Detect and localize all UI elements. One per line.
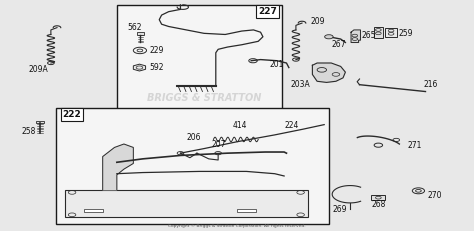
Text: 270: 270 bbox=[428, 191, 442, 200]
Bar bbox=[385, 28, 397, 37]
Text: 259: 259 bbox=[399, 29, 413, 38]
Text: 227: 227 bbox=[258, 7, 277, 16]
Bar bbox=[84, 209, 103, 213]
Text: 592: 592 bbox=[150, 63, 164, 72]
Text: 265: 265 bbox=[362, 31, 376, 40]
Polygon shape bbox=[133, 64, 146, 71]
Text: 562: 562 bbox=[128, 23, 142, 32]
Text: 258: 258 bbox=[21, 127, 36, 136]
Bar bbox=[55, 107, 329, 224]
Bar bbox=[117, 5, 282, 111]
Circle shape bbox=[325, 35, 333, 39]
Text: 268: 268 bbox=[371, 201, 385, 210]
Text: 414: 414 bbox=[232, 121, 247, 130]
Bar bbox=[65, 190, 308, 217]
Polygon shape bbox=[103, 144, 133, 190]
Text: 269: 269 bbox=[332, 205, 347, 214]
Text: 229: 229 bbox=[150, 46, 164, 55]
Bar bbox=[237, 209, 256, 213]
Text: Copyright © Briggs & Stratton Corporation. All rights reserved.: Copyright © Briggs & Stratton Corporatio… bbox=[168, 224, 306, 228]
Text: 209A: 209A bbox=[28, 65, 48, 74]
Polygon shape bbox=[351, 30, 360, 43]
Bar bbox=[371, 195, 385, 200]
Text: 271: 271 bbox=[408, 141, 422, 150]
Text: BRIGGS & STRATTON: BRIGGS & STRATTON bbox=[147, 93, 261, 103]
Text: 203A: 203A bbox=[290, 80, 310, 89]
Text: 206: 206 bbox=[186, 133, 201, 142]
Polygon shape bbox=[312, 63, 346, 82]
Text: 267: 267 bbox=[331, 40, 346, 49]
Bar bbox=[36, 121, 44, 124]
Text: 224: 224 bbox=[284, 121, 299, 130]
Text: 216: 216 bbox=[423, 79, 438, 88]
Bar bbox=[374, 27, 383, 38]
Text: 207: 207 bbox=[211, 140, 226, 149]
Text: 201: 201 bbox=[270, 60, 284, 69]
Text: 222: 222 bbox=[63, 110, 82, 119]
Bar bbox=[137, 31, 144, 35]
Text: 209: 209 bbox=[310, 17, 325, 26]
